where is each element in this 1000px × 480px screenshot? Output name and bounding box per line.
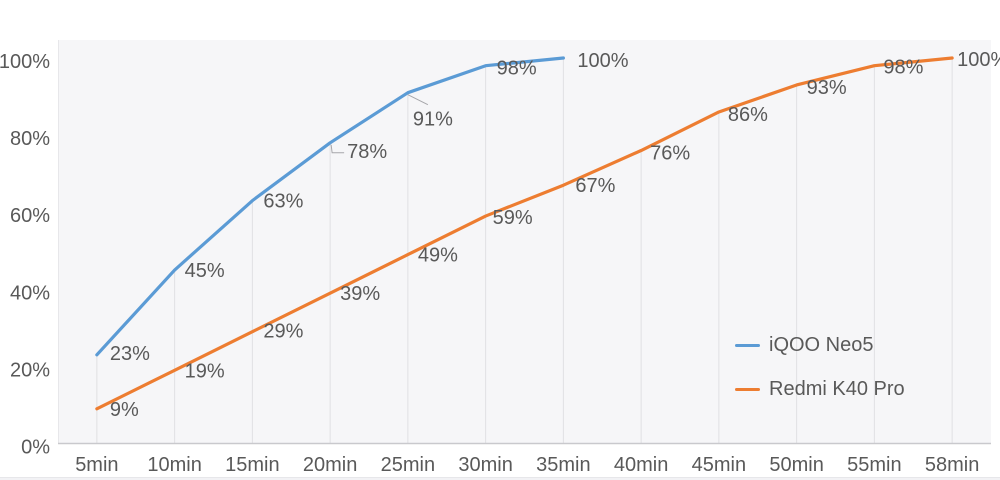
- y-tick-label-80%: 80%: [10, 128, 50, 150]
- x-tick-label-50min: 50min: [769, 454, 823, 476]
- y-tick-label-0%: 0%: [21, 437, 50, 459]
- x-tick-label-10min: 10min: [147, 454, 201, 476]
- data-label: 39%: [340, 283, 380, 305]
- data-label: 23%: [110, 343, 150, 365]
- label-leader-line: [330, 144, 345, 154]
- label-leader-line: [407, 94, 429, 106]
- legend-label-iqoo-neo5: iQOO Neo5: [769, 334, 874, 356]
- data-label: 29%: [263, 321, 303, 343]
- data-label: 67%: [575, 175, 615, 197]
- legend-item-iqoo-neo5: iQOO Neo5: [735, 334, 905, 357]
- data-label: 49%: [418, 245, 458, 267]
- x-tick-label-30min: 30min: [458, 454, 512, 476]
- data-label: 91%: [413, 109, 453, 131]
- y-tick-label-100%: 100%: [0, 51, 50, 73]
- x-tick-label-15min: 15min: [225, 454, 279, 476]
- data-label: 98%: [497, 58, 537, 80]
- x-tick-label-20min: 20min: [303, 454, 357, 476]
- data-label: 63%: [263, 191, 303, 213]
- x-tick-label-25min: 25min: [381, 454, 435, 476]
- x-tick-label-45min: 45min: [692, 454, 746, 476]
- y-tick-label-20%: 20%: [10, 359, 50, 381]
- data-label: 19%: [185, 360, 225, 382]
- x-tick-label-35min: 35min: [536, 454, 590, 476]
- legend-label-redmi-k40-pro: Redmi K40 Pro: [769, 378, 905, 400]
- legend-item-redmi-k40-pro: Redmi K40 Pro: [735, 378, 905, 401]
- data-label: 100%: [957, 49, 1000, 71]
- plot-background: [58, 40, 991, 444]
- data-label: 76%: [650, 143, 690, 165]
- data-label: 59%: [493, 207, 533, 229]
- data-label: 9%: [110, 399, 139, 421]
- legend: iQOO Neo5 Redmi K40 Pro: [735, 334, 905, 401]
- data-label: 100%: [577, 50, 628, 72]
- x-tick-label-5min: 5min: [75, 454, 118, 476]
- y-tick-label-60%: 60%: [10, 205, 50, 227]
- data-label: 93%: [807, 77, 847, 99]
- x-tick-label-58min: 58min: [925, 454, 979, 476]
- bottom-edge-strip: [0, 478, 1000, 480]
- data-label: 98%: [883, 57, 923, 79]
- y-tick-label-40%: 40%: [10, 282, 50, 304]
- legend-line-swatch-orange: [735, 388, 760, 391]
- data-label: 78%: [347, 141, 387, 163]
- data-label: 86%: [728, 104, 768, 126]
- x-tick-label-40min: 40min: [614, 454, 668, 476]
- data-label: 45%: [185, 260, 225, 282]
- x-tick-label-55min: 55min: [847, 454, 901, 476]
- series-line-redmi-k40-pro: [95, 56, 954, 411]
- series-line-iqoo-neo5: [95, 56, 565, 357]
- legend-line-swatch-blue: [735, 344, 760, 347]
